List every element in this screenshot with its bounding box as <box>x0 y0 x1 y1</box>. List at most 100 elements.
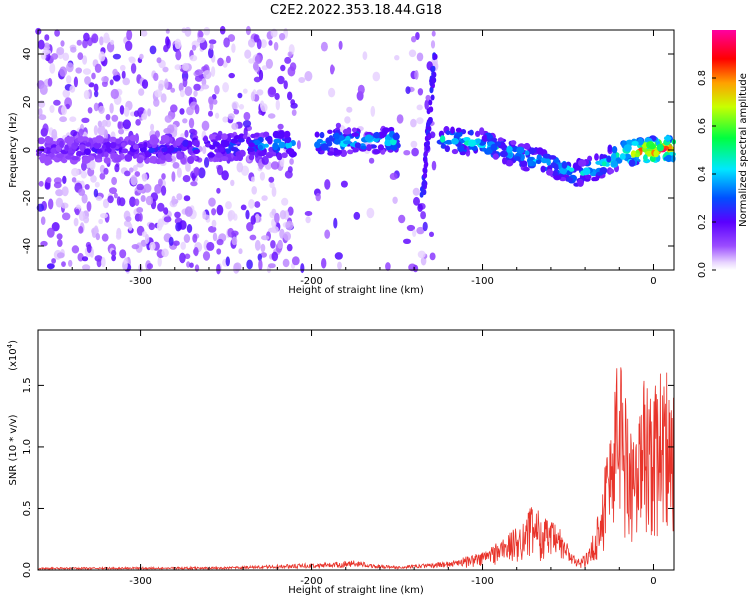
ridge-cell <box>634 153 641 158</box>
streak-cell <box>425 144 430 151</box>
spectrogram-cell <box>372 71 381 82</box>
spectrogram-cell <box>125 216 132 222</box>
spectrogram-cell <box>62 89 71 98</box>
spectrogram-cell <box>111 176 117 186</box>
spectrogram-cell <box>46 177 52 184</box>
spectrogram-cell <box>223 37 230 48</box>
ridge-cell <box>56 153 64 159</box>
spectrogram-cell <box>208 110 213 117</box>
ridge-cell <box>281 152 288 159</box>
spectrogram-cell <box>66 62 74 73</box>
ridge-cell <box>284 136 292 144</box>
spectrogram-cell <box>296 140 301 150</box>
spectrogram-cell <box>216 164 224 176</box>
spectrogram-cell <box>283 80 288 90</box>
spectrogram-cell <box>49 62 56 74</box>
spectrogram-cell <box>228 72 235 79</box>
spectrogram-cell <box>174 38 182 50</box>
x-tick-label: 0 <box>650 276 656 287</box>
spectrogram-cell <box>209 43 214 50</box>
spectrogram-cell <box>231 122 239 130</box>
spectrogram-cell <box>184 26 192 37</box>
spectrogram-cell <box>98 51 106 62</box>
spectrogram-cell <box>170 87 176 93</box>
spectrogram-cell <box>211 66 216 77</box>
spectrogram-cell <box>368 157 375 164</box>
spectrogram-cell <box>279 33 286 41</box>
spectrogram-cell <box>48 198 54 210</box>
ridge-cell <box>366 144 372 152</box>
ridge-cell <box>124 154 132 162</box>
spectrogram-cell <box>192 233 198 243</box>
spectrogram-cell <box>55 197 64 208</box>
spectrogram-cell <box>82 68 92 75</box>
spectrogram-cell <box>82 264 91 271</box>
spectrogram-cell <box>93 102 99 112</box>
spectrogram-cell <box>101 119 108 127</box>
ridge-cell <box>121 142 126 148</box>
spectrogram-cell <box>109 79 114 86</box>
ridge-cell <box>494 141 502 147</box>
ridge-cell <box>585 174 592 180</box>
y-tick-label: 0.0 <box>22 562 33 578</box>
spectrogram-cell <box>68 259 73 267</box>
spectrogram-cell <box>124 170 131 177</box>
ridge-cell <box>84 148 91 156</box>
spectrogram-cell <box>123 106 130 117</box>
spectrogram-cell <box>416 117 424 125</box>
spectrogram-cell <box>91 33 99 44</box>
spectrogram-cell <box>190 181 198 187</box>
spectrogram-cell <box>196 37 205 44</box>
ridge-cell <box>165 153 172 160</box>
spectrogram-cell <box>109 187 117 195</box>
ridge-cell <box>507 151 513 158</box>
spectrogram-cell <box>143 183 152 193</box>
ridge-cell <box>325 137 332 144</box>
spectrogram-cell <box>51 222 60 232</box>
ridge-cell <box>61 158 68 164</box>
spectrogram-cell <box>396 114 404 124</box>
ridge-cell <box>373 137 379 143</box>
spectrogram-cell <box>344 116 351 124</box>
spectrogram-cell <box>73 217 79 227</box>
ridge-cell <box>559 167 568 175</box>
colorbar-tick-label: 0.0 <box>697 262 708 278</box>
x-tick-label: -300 <box>129 576 152 587</box>
spectrogram-cell <box>157 256 162 267</box>
spectrogram-cell <box>258 259 263 271</box>
spectrogram-cell <box>425 94 431 102</box>
spectrogram-cell <box>267 86 276 98</box>
spectrogram-cell <box>184 86 193 97</box>
spectrogram-cell <box>111 249 117 257</box>
ridge-cell <box>644 137 653 143</box>
spectrogram-cell <box>270 28 278 38</box>
ridge-cell <box>132 144 139 150</box>
x-tick-label: -100 <box>471 576 494 587</box>
ridge-cell <box>148 157 157 164</box>
ridge-cell <box>284 130 291 138</box>
spectrogram-cell <box>243 126 248 138</box>
spectrogram-cell <box>268 263 276 269</box>
spectrogram-cell <box>46 263 55 270</box>
ridge-cell <box>175 138 182 146</box>
spectrogram-cell <box>94 181 100 188</box>
spectrogram-cell <box>99 36 104 46</box>
ridge-cell <box>610 152 617 161</box>
spectrogram-cell <box>370 105 376 117</box>
spectrogram-cell <box>282 258 290 268</box>
spectrogram-cell <box>277 240 283 249</box>
spectrogram-cell <box>93 225 99 235</box>
ridge-cell <box>535 159 542 165</box>
spectrogram-cell <box>261 155 269 165</box>
spectrogram-cell <box>337 261 342 270</box>
spectrogram-cell <box>162 66 169 73</box>
ridge-cell <box>540 165 546 173</box>
spectrogram-cell <box>176 167 182 178</box>
spectrogram-cell <box>204 157 210 168</box>
ridge-cell <box>93 142 102 150</box>
spectrogram-cell <box>174 64 182 71</box>
spectrogram-cell <box>304 71 313 82</box>
ridge-cell <box>333 149 342 155</box>
snr-scale-label: (x104) <box>6 340 19 371</box>
ridge-cell <box>351 127 357 133</box>
